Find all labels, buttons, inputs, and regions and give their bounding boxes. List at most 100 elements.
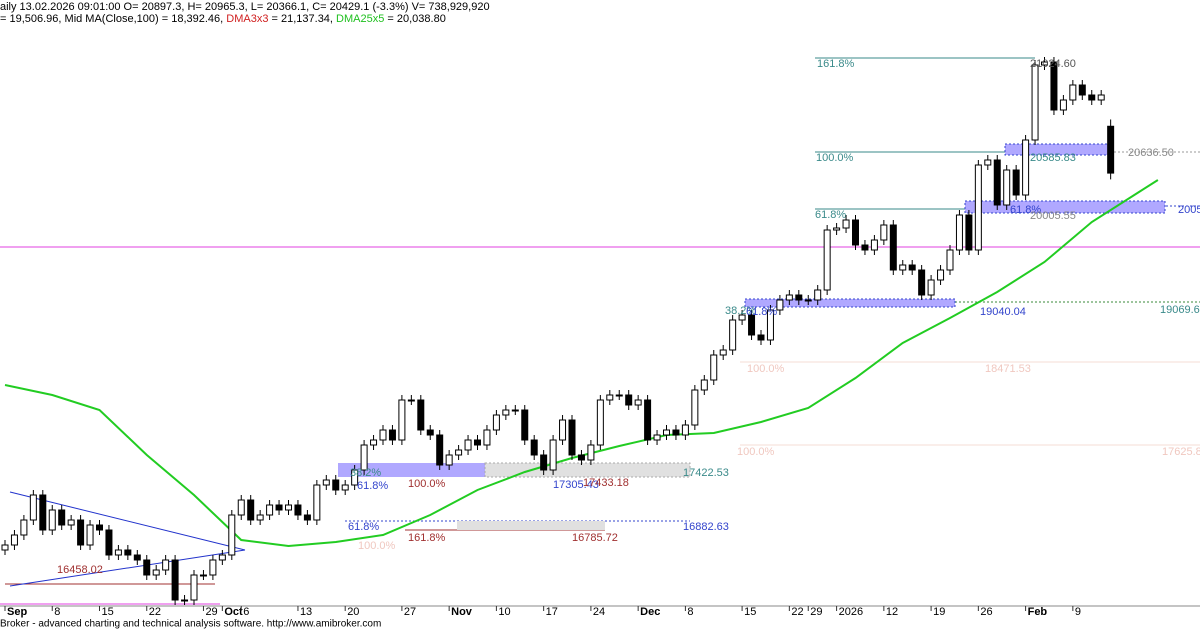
candle-body <box>946 249 954 271</box>
candle-body <box>568 419 576 456</box>
candle-body <box>795 294 803 301</box>
candle-body <box>577 454 585 461</box>
candle-body <box>474 439 481 446</box>
legend-segment: = 19,506.96, Mid MA(Close,100) = 18,392.… <box>0 13 226 25</box>
candle-body <box>625 394 633 406</box>
candle-body <box>766 309 774 341</box>
annotation: 61.8% <box>348 521 379 533</box>
candle-body <box>965 214 973 251</box>
candle-body <box>294 504 302 516</box>
annotation: 16785.72 <box>572 532 618 544</box>
candle-body <box>20 519 28 536</box>
x-tick-label: 19 <box>933 606 945 618</box>
candle-body <box>814 289 822 301</box>
candle-body <box>1031 64 1039 141</box>
candle-body <box>748 314 756 336</box>
candle-body <box>445 454 453 466</box>
candle-body <box>530 439 538 456</box>
annotation: 18471.53 <box>985 363 1031 375</box>
candle-body <box>143 559 151 576</box>
x-tick-label: 26 <box>980 606 992 618</box>
x-tick-label: 29 <box>205 606 217 618</box>
annotation: 20005.55 <box>1030 210 1076 222</box>
annotation: 16458.02 <box>57 564 103 576</box>
candle-body <box>266 504 274 516</box>
candle-body <box>1022 139 1030 196</box>
candle-body <box>114 549 122 556</box>
candle-body <box>861 244 869 251</box>
candle-body <box>275 504 283 511</box>
candle-body <box>285 504 292 511</box>
candle-body <box>322 479 330 486</box>
x-tick-label: 8 <box>687 606 693 618</box>
annotation: 61.8% <box>746 306 777 318</box>
candle-body <box>663 429 670 436</box>
candle-body <box>1059 99 1067 111</box>
annotation: 17422.53 <box>683 467 729 479</box>
candle-body <box>1 544 9 551</box>
annotation: 100.0% <box>408 478 446 490</box>
candle-body <box>407 399 415 402</box>
x-tick-label: 2026 <box>839 606 863 618</box>
annotation: 38.2% <box>725 305 756 317</box>
candle-body <box>653 434 661 441</box>
x-tick-label: Nov <box>451 606 473 618</box>
candle-body <box>133 554 141 561</box>
candle-body <box>388 429 396 441</box>
candle-body <box>181 599 189 602</box>
candle-body <box>398 399 406 441</box>
candle-body <box>1097 94 1105 101</box>
candle-body <box>1012 169 1020 196</box>
candle-body <box>719 349 727 356</box>
candle-body <box>785 294 793 301</box>
candle-body <box>96 524 103 531</box>
trend-line <box>9 549 246 587</box>
candle-body <box>937 269 945 281</box>
moving-average <box>4 179 1159 548</box>
candle-body <box>540 454 548 471</box>
candle-body <box>351 469 359 486</box>
candle-body <box>587 444 595 461</box>
annotation: 17433.18 <box>583 477 629 489</box>
candle-body <box>464 439 472 451</box>
x-tick-label: Feb <box>1028 606 1048 618</box>
x-tick-label: 20 <box>347 606 359 618</box>
candle-body <box>455 449 463 456</box>
zone <box>484 462 691 478</box>
candle-body <box>1050 61 1058 111</box>
zone <box>964 200 1166 214</box>
annotation: 61.8% <box>1010 204 1041 216</box>
x-tick-label: 24 <box>593 606 605 618</box>
candle-body <box>511 409 519 412</box>
candle-body <box>77 519 85 546</box>
candle-body <box>237 499 245 516</box>
candle-body <box>58 509 66 526</box>
candle-body <box>634 399 642 406</box>
candle-body <box>559 419 567 441</box>
candle-body <box>152 569 160 576</box>
candle-body <box>48 509 56 531</box>
candle-body <box>681 424 689 436</box>
annotation: 16882.63 <box>683 521 729 533</box>
x-tick-label: 9 <box>1075 606 1081 618</box>
annotation: 17625.8 <box>1162 446 1200 458</box>
candle-body <box>303 514 311 521</box>
candle-body <box>105 529 113 556</box>
candle-body <box>332 479 340 491</box>
legend-segment: = 21,137.34, <box>268 13 336 25</box>
candle-body <box>39 494 47 531</box>
candle-body <box>1069 84 1077 101</box>
candle-body <box>852 219 859 246</box>
candle-body <box>955 214 963 251</box>
candle-body <box>1003 169 1011 206</box>
x-tick-label: 27 <box>404 606 416 618</box>
candle-body <box>436 434 444 466</box>
candle-body <box>199 574 207 577</box>
candle-body <box>492 414 500 431</box>
candle-body <box>549 439 557 471</box>
footer: Broker - advanced charting and technical… <box>0 619 381 630</box>
annotation: 20585.83 <box>1030 152 1076 164</box>
candle-body <box>10 534 18 546</box>
candle-body <box>341 484 349 491</box>
